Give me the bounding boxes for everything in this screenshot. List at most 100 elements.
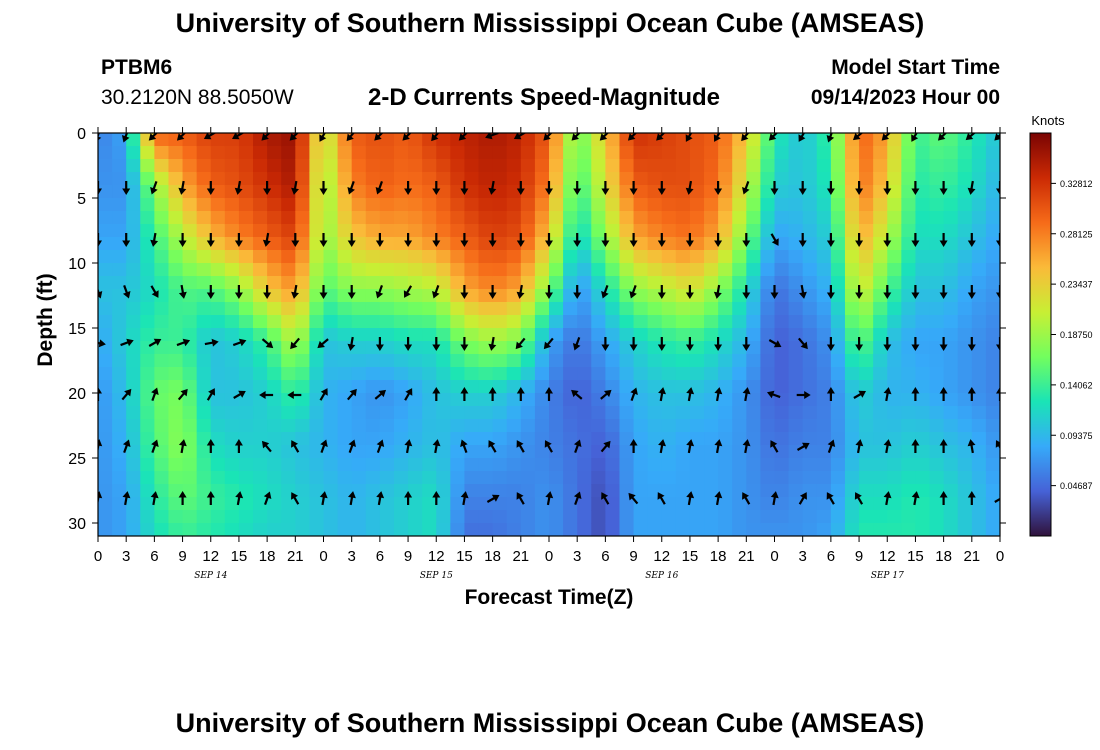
heatmap-cell [549,341,564,355]
heatmap-cell [422,172,437,186]
heatmap-cell [605,484,621,498]
current-arrow [883,181,892,195]
heatmap-cell [929,302,945,316]
heatmap-cell [732,419,747,433]
heatmap-cell [337,523,353,536]
heatmap-cell [859,211,874,225]
heatmap-cell [661,393,677,407]
heatmap-cell [633,497,649,511]
heatmap-cell [450,289,466,303]
current-arrow [150,180,158,195]
station-coordinates: 30.2120N 88.5050W [101,86,294,109]
current-arrow [657,181,666,195]
heatmap-cell [436,367,451,381]
heatmap-cell [633,419,649,433]
current-arrow [741,133,751,142]
heatmap-cell [647,250,663,264]
heatmap-cell [98,328,113,342]
heatmap-cell [689,471,705,485]
heatmap-cell [901,185,917,199]
heatmap-cell [943,471,959,485]
heatmap-cell [224,302,240,316]
heatmap-cell [591,185,606,199]
heatmap-cell [478,523,494,536]
heatmap-cell [168,224,184,238]
x-tick-label: 6 [601,548,609,565]
heatmap-cell [844,380,860,394]
heatmap-cell [774,224,790,238]
heatmap-cell [873,198,888,212]
heatmap-cell [957,393,973,407]
heatmap-cell [887,341,902,355]
heatmap-cell [971,159,987,173]
heatmap-cell [224,497,240,511]
current-arrow [911,337,920,351]
heatmap-cell [140,224,155,238]
current-arrow [742,285,751,299]
heatmap-cell [295,510,310,524]
heatmap-cell [873,354,888,368]
heatmap-cell [196,276,212,290]
heatmap-cell [253,276,268,290]
heatmap-cell [605,185,621,199]
heatmap-cell [154,185,170,199]
current-arrow [402,133,414,141]
heatmap-cell [140,146,155,160]
heatmap-cell [112,315,127,329]
heatmap-cell [140,484,155,498]
current-arrow [996,337,1000,351]
heatmap-cell [943,354,959,368]
current-arrow [713,284,722,299]
heatmap-cell [112,198,127,212]
heatmap-cell [98,211,113,225]
current-arrow [883,337,892,351]
heatmap-cell [619,341,635,355]
heatmap-cell [323,276,339,290]
heatmap-cell [704,237,719,251]
heatmap-cell [323,211,339,225]
heatmap-cell [957,315,973,329]
heatmap-cell [633,315,649,329]
heatmap-cell [549,406,564,420]
heatmap-cell [619,172,635,186]
heatmap-cell [112,159,127,173]
heatmap-cell [718,471,733,485]
heatmap-cell [718,302,733,316]
heatmap-cell [774,406,790,420]
heatmap-cell [112,393,127,407]
heatmap-cell [704,302,719,316]
current-arrow [601,284,609,299]
heatmap-cell [98,133,113,147]
heatmap-cell [154,250,170,264]
current-arrow [261,338,274,349]
heatmap-cell [619,406,635,420]
heatmap-cell [675,263,691,277]
heatmap-cell [859,484,874,498]
heatmap-cell [957,367,973,381]
heatmap-cell [295,133,310,147]
heatmap-cell [196,185,212,199]
heatmap-cell [112,263,127,277]
heatmap-cell [577,484,592,498]
heatmap-cell [929,458,945,472]
heatmap-cell [943,315,959,329]
heatmap-cell [760,172,776,186]
heatmap-cell [746,445,761,459]
heatmap-cell [985,172,1000,186]
heatmap-cell [901,237,917,251]
heatmap-cell [253,458,268,472]
heatmap-cell [901,445,917,459]
heatmap-cell [661,510,677,524]
heatmap-cell [534,445,550,459]
heatmap-cell [323,419,339,433]
heatmap-cell [422,510,437,524]
heatmap-cell [140,198,155,212]
heatmap-cell [210,484,226,498]
current-arrow [203,133,217,140]
heatmap-cell [295,406,310,420]
heatmap-cell [182,354,198,368]
heatmap-cell [210,458,226,472]
heatmap-cell [98,406,113,420]
current-arrow [177,388,188,401]
heatmap-cell [337,380,353,394]
